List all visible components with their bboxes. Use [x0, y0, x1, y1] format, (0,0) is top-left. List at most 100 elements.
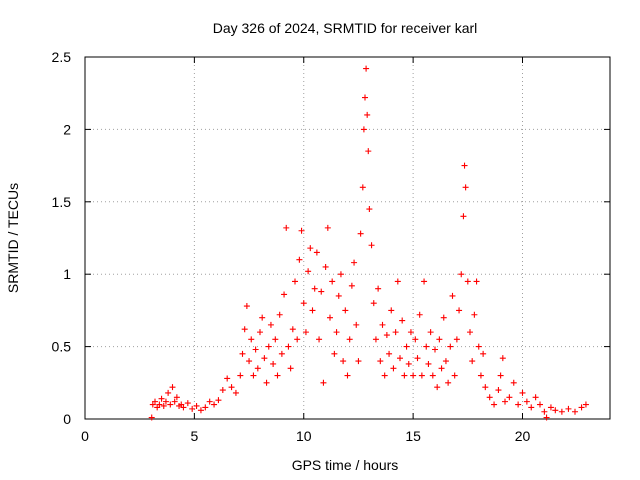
data-point	[469, 358, 476, 365]
data-point	[158, 395, 165, 402]
data-point	[272, 336, 279, 343]
data-point	[495, 387, 502, 394]
data-point	[515, 401, 522, 408]
data-point	[377, 358, 384, 365]
data-point	[541, 408, 548, 415]
data-point	[486, 394, 493, 401]
chart-title: Day 326 of 2024, SRMTID for receiver kar…	[213, 20, 478, 36]
data-point	[451, 372, 458, 379]
data-point	[552, 407, 559, 414]
data-point	[305, 268, 312, 275]
data-point	[285, 343, 292, 350]
x-tick-label: 0	[81, 428, 89, 444]
data-point	[510, 379, 517, 386]
data-point	[365, 148, 372, 155]
data-point	[337, 271, 344, 278]
data-point	[547, 404, 554, 411]
data-point	[445, 379, 452, 386]
data-point	[348, 282, 355, 289]
data-points	[148, 65, 589, 421]
data-point	[394, 278, 401, 285]
data-point	[206, 398, 213, 405]
data-point	[248, 336, 255, 343]
data-point	[491, 401, 498, 408]
data-point	[582, 401, 589, 408]
data-point	[434, 384, 441, 391]
x-tick-label: 10	[296, 428, 312, 444]
data-point	[392, 329, 399, 336]
data-point	[224, 375, 231, 382]
data-point	[320, 379, 327, 386]
data-point	[447, 343, 454, 350]
data-point	[169, 384, 176, 391]
data-point	[471, 311, 478, 318]
data-point	[436, 336, 443, 343]
data-point	[543, 414, 550, 421]
data-point	[418, 372, 425, 379]
data-point	[296, 256, 303, 263]
data-point	[283, 224, 290, 231]
data-point	[329, 278, 336, 285]
data-point	[276, 311, 283, 318]
data-point	[333, 329, 340, 336]
data-point	[462, 184, 469, 191]
data-point	[467, 329, 473, 336]
data-point	[482, 384, 489, 391]
data-point	[359, 184, 366, 191]
data-point	[461, 162, 468, 169]
data-point	[440, 314, 447, 321]
data-point	[148, 414, 155, 421]
data-point	[228, 384, 235, 391]
data-point	[429, 372, 436, 379]
data-point	[456, 307, 463, 314]
data-point	[449, 292, 456, 299]
data-point	[578, 404, 585, 411]
data-point	[318, 288, 325, 295]
data-point	[307, 245, 314, 252]
data-point	[438, 365, 445, 372]
data-point	[259, 314, 266, 321]
data-point	[519, 389, 526, 396]
data-point	[215, 397, 222, 404]
data-point	[246, 358, 253, 365]
data-point	[565, 405, 572, 412]
data-point	[261, 355, 268, 362]
data-point	[252, 346, 259, 353]
data-point	[171, 398, 178, 405]
data-point	[399, 317, 406, 324]
data-point	[237, 372, 244, 379]
data-point	[405, 360, 412, 367]
data-point	[410, 372, 417, 379]
y-tick-label: 1.5	[52, 194, 72, 210]
data-point	[243, 303, 250, 310]
data-point	[528, 404, 535, 411]
data-point	[257, 329, 263, 336]
data-point	[281, 291, 288, 298]
chart-grid	[85, 57, 610, 419]
data-point	[442, 358, 449, 365]
data-point	[432, 346, 438, 353]
data-point	[167, 401, 174, 408]
data-point	[300, 300, 307, 307]
data-point	[477, 372, 484, 379]
data-point	[189, 405, 196, 412]
data-point	[412, 336, 419, 343]
data-point	[370, 300, 377, 307]
data-point	[211, 401, 218, 408]
data-point	[499, 355, 506, 362]
data-point	[250, 372, 257, 379]
plot-frame	[84, 56, 611, 420]
data-point	[425, 360, 432, 367]
data-point	[241, 326, 248, 333]
data-point	[184, 400, 191, 407]
data-point	[381, 372, 388, 379]
data-point	[267, 321, 274, 328]
data-point	[173, 394, 180, 401]
data-point	[383, 332, 390, 339]
data-point	[278, 350, 285, 357]
data-point	[364, 111, 371, 118]
data-point	[357, 230, 364, 237]
data-point	[311, 285, 318, 292]
data-point	[289, 326, 296, 333]
data-point	[375, 285, 382, 292]
